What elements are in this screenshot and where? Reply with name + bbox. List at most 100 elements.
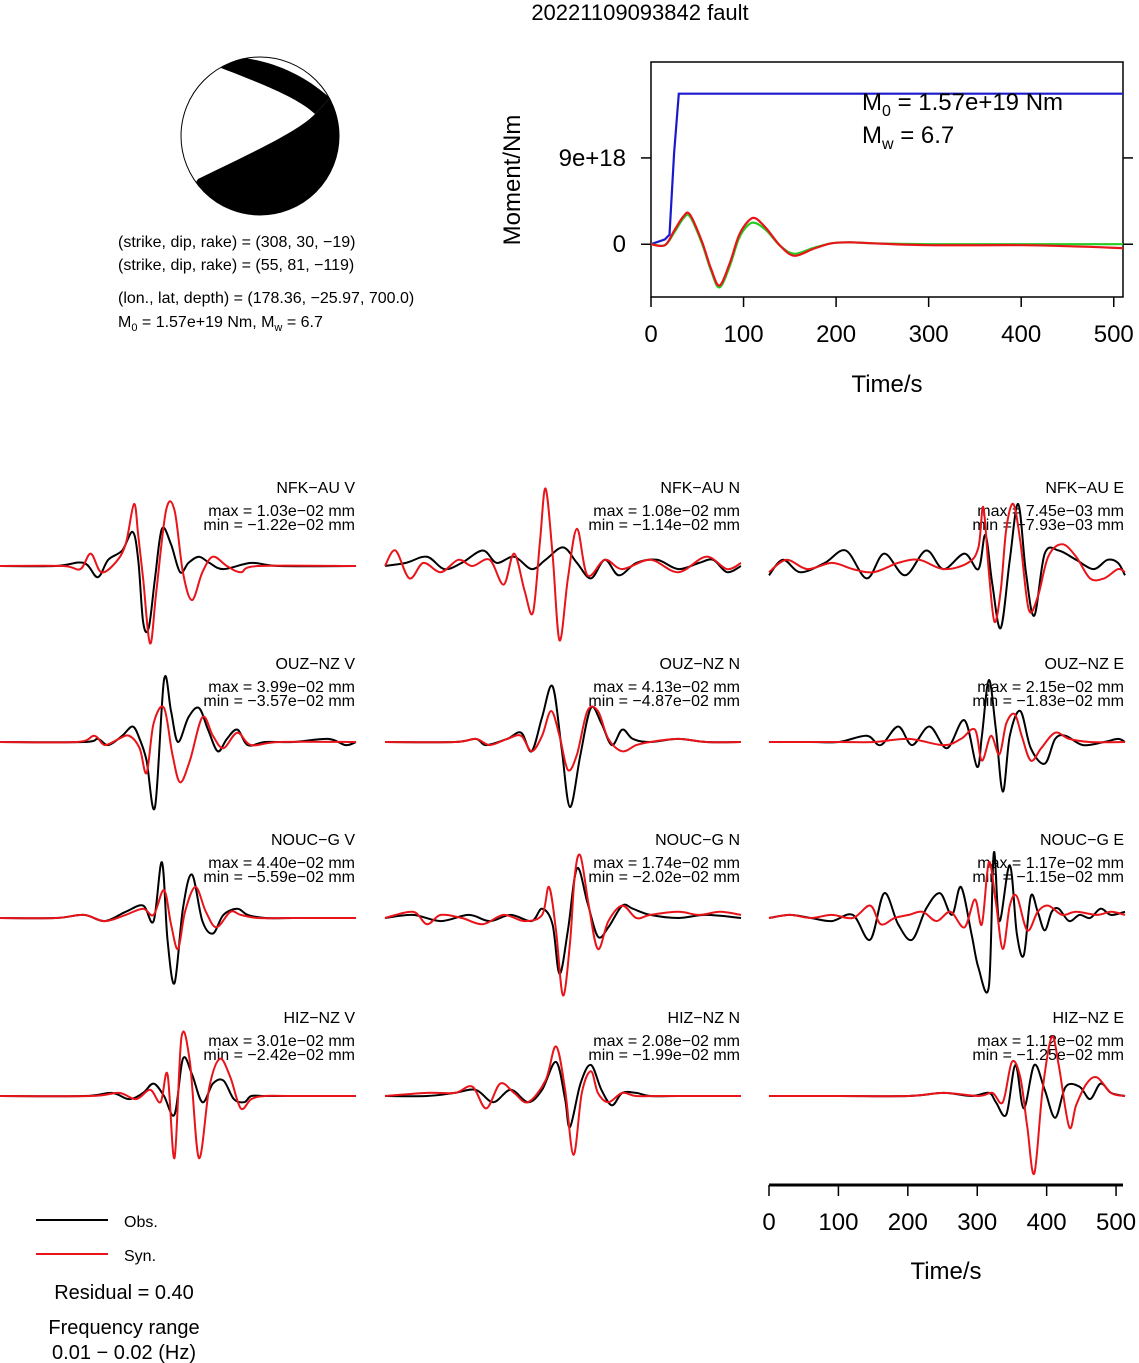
- nodal-plane-1: (strike, dip, rake) = (308, 30, −19): [118, 234, 355, 251]
- amplitude-min: min = −4.87e−02 mm: [588, 693, 740, 710]
- amplitude-min: min = −1.15e−02 mm: [972, 869, 1124, 886]
- station-label: HIZ−NZ V: [283, 1010, 355, 1027]
- synthetic-waveform: [768, 861, 1126, 951]
- amplitude-max: max = 3.99e−02 mm: [208, 679, 355, 696]
- amplitude-min: min = −7.93e−03 mm: [972, 517, 1124, 534]
- beachball-compression-upper: [195, 57, 330, 114]
- legend: Obs. Syn. Residual = 0.40 Frequency rang…: [36, 1214, 200, 1363]
- nodal-plane-2: (strike, dip, rake) = (55, 81, −119): [118, 257, 354, 274]
- hypocenter-location: (lon., lat, depth) = (178.36, −25.97, 70…: [118, 290, 414, 307]
- waveform-xtick-label: 100: [818, 1209, 858, 1236]
- moment-xtick-label: 500: [1094, 321, 1134, 348]
- beachball-outline: [180, 56, 340, 216]
- moment-function-panel: Moment/Nm Time/s M0 = 1.57e+19 Nm Mw = 6…: [499, 61, 1134, 398]
- amplitude-min: min = −2.42e−02 mm: [203, 1047, 355, 1064]
- legend-obs-label: Obs.: [124, 1214, 158, 1231]
- station-label: HIZ−NZ N: [668, 1010, 740, 1027]
- station-label: OUZ−NZ E: [1044, 656, 1124, 673]
- synthetic-waveform: [384, 1045, 741, 1156]
- synthetic-waveform: [768, 502, 1126, 623]
- figure-title: 20221109093842 fault: [531, 0, 748, 25]
- moment-xtick-label: 400: [1001, 321, 1041, 348]
- station-label: NFK−AU V: [276, 480, 355, 497]
- residual-text: Residual = 0.40: [54, 1282, 194, 1304]
- amplitude-max: max = 1.08e−02 mm: [593, 503, 740, 520]
- amplitude-max: max = 3.01e−02 mm: [208, 1033, 355, 1050]
- station-label: OUZ−NZ V: [275, 656, 355, 673]
- legend-syn-label: Syn.: [124, 1248, 156, 1265]
- waveform-time-axis: Time/s 0 100 200 300 400 500: [762, 1183, 1136, 1285]
- station-label: OUZ−NZ N: [660, 656, 740, 673]
- moment-xtick-label: 200: [816, 321, 856, 348]
- moment-plot-frame: [650, 61, 1124, 298]
- station-label: HIZ−NZ E: [1052, 1010, 1124, 1027]
- moment-mw-annotation: Mw = 6.7: [862, 122, 954, 153]
- amplitude-max: max = 4.13e−02 mm: [593, 679, 740, 696]
- amplitude-min: min = −1.14e−02 mm: [588, 517, 740, 534]
- observed-waveform: [768, 851, 1126, 994]
- moment-xtick-label: 100: [724, 321, 764, 348]
- synthetic-waveform: [0, 885, 356, 951]
- beachball-compression-lower: [181, 98, 339, 215]
- observed-waveform: [384, 546, 742, 580]
- amplitude-min: min = −1.22e−02 mm: [203, 517, 355, 534]
- amplitude-max: max = 1.17e−02 mm: [977, 855, 1124, 872]
- mechanism-info: (strike, dip, rake) = (308, 30, −19) (st…: [118, 234, 414, 334]
- waveform-xtick-label: 300: [957, 1209, 997, 1236]
- synthetic-waveform: [768, 1035, 1126, 1175]
- observed-waveform: [768, 502, 1126, 630]
- synthetic-waveform: [0, 1030, 356, 1160]
- moment-xlabel: Time/s: [851, 371, 922, 398]
- amplitude-min: min = −3.57e−02 mm: [203, 693, 355, 710]
- amplitude-min: min = −5.59e−02 mm: [203, 869, 355, 886]
- moment-rate-red-line: [650, 211, 1124, 287]
- amplitude-min: min = −1.99e−02 mm: [588, 1047, 740, 1064]
- synthetic-waveform: [384, 853, 742, 997]
- synthetic-waveform: [768, 712, 1126, 762]
- moment-ylabel: Moment/Nm: [499, 115, 526, 246]
- synthetic-waveform: [384, 487, 742, 642]
- synthetic-waveform: [0, 500, 357, 645]
- amplitude-min: min = −1.83e−02 mm: [972, 693, 1124, 710]
- synthetic-waveform: [0, 705, 357, 784]
- frequency-range-title: Frequency range: [48, 1317, 199, 1339]
- waveform-xtick-label: 0: [762, 1209, 775, 1236]
- station-label: NFK−AU N: [660, 480, 740, 497]
- moment-summary: M0 = 1.57e+19 Nm, Mw = 6.7: [118, 314, 323, 334]
- amplitude-max: max = 2.15e−02 mm: [977, 679, 1124, 696]
- waveform-xtick-label: 200: [888, 1209, 928, 1236]
- station-label: NFK−AU E: [1045, 480, 1124, 497]
- waveform-xtick-label: 400: [1027, 1209, 1067, 1236]
- station-label: NOUC−G E: [1040, 832, 1124, 849]
- moment-rate-green-line: [650, 213, 1123, 289]
- moment-cumulative-line: [650, 92, 1123, 246]
- observed-waveform: [384, 867, 742, 975]
- amplitude-max: max = 1.74e−02 mm: [593, 855, 740, 872]
- observed-waveform: [0, 526, 357, 634]
- station-label: NOUC−G V: [271, 832, 355, 849]
- moment-xtick-label: 300: [909, 321, 949, 348]
- amplitude-max: max = 2.08e−02 mm: [593, 1033, 740, 1050]
- amplitude-min: min = −2.02e−02 mm: [588, 869, 740, 886]
- focal-mechanism-beachball: [180, 56, 340, 216]
- amplitude-max: max = 4.40e−02 mm: [208, 855, 355, 872]
- waveform-xtick-label: 500: [1096, 1209, 1136, 1236]
- observed-waveform: [768, 1063, 1126, 1119]
- moment-m0-annotation: M0 = 1.57e+19 Nm: [862, 89, 1063, 120]
- station-label: NOUC−G N: [655, 832, 740, 849]
- frequency-range-value: 0.01 − 0.02 (Hz): [52, 1342, 196, 1363]
